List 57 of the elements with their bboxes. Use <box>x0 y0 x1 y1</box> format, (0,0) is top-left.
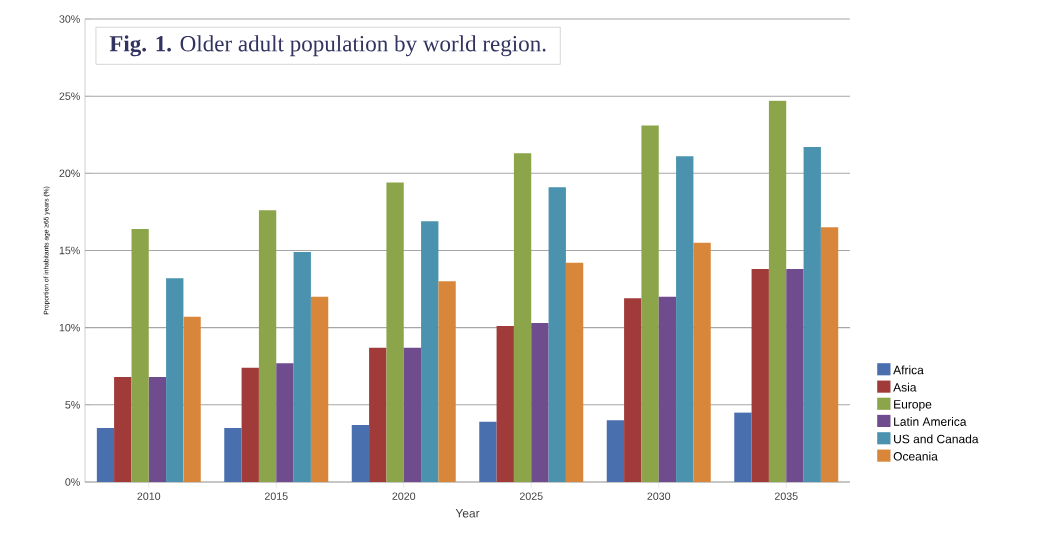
bar <box>166 278 184 482</box>
bar <box>513 153 532 482</box>
bar <box>820 227 839 482</box>
bar <box>241 367 259 482</box>
bar <box>386 182 404 482</box>
x-axis-title: Year <box>455 509 480 518</box>
bar <box>293 252 311 482</box>
y-tick-label: 20% <box>59 169 80 178</box>
bar <box>276 363 294 482</box>
bar <box>258 210 277 482</box>
bar <box>565 262 584 482</box>
bar <box>148 377 167 482</box>
bar <box>438 281 456 482</box>
legend-label: Asia <box>893 382 917 392</box>
legend-label: Latin America <box>894 417 967 426</box>
bar <box>369 347 387 482</box>
y-tick-label: 30% <box>59 15 80 23</box>
bar <box>693 242 711 482</box>
x-tick-label: 2010 <box>137 492 161 500</box>
bar <box>658 296 677 482</box>
bar <box>531 323 549 482</box>
text: Fig. 1. Older adult population by world region. <box>109 35 546 57</box>
x-tick-label: 2025 <box>519 492 543 500</box>
bar <box>403 347 422 482</box>
bar <box>606 420 625 482</box>
bar <box>548 187 566 482</box>
bar <box>641 125 659 482</box>
legend-label: Africa <box>893 365 924 375</box>
bar <box>803 147 821 482</box>
bar <box>96 427 115 482</box>
x-tick-label: 2015 <box>264 492 288 500</box>
bar <box>624 298 642 482</box>
legend-label: Europe <box>894 400 932 411</box>
y-tick-label: 0% <box>65 478 80 486</box>
bar <box>183 316 201 482</box>
bar <box>496 326 514 482</box>
x-tick-label: 2030 <box>647 492 671 500</box>
y-tick-label: 15% <box>59 246 80 255</box>
legend-label: Oceania <box>893 451 938 461</box>
bar <box>224 427 242 482</box>
bar <box>734 412 752 482</box>
bar <box>310 296 329 482</box>
bar <box>786 269 804 482</box>
x-tick-label: 2035 <box>774 492 798 500</box>
bar <box>114 377 132 482</box>
bar <box>768 100 787 482</box>
y-tick-label: 5% <box>65 401 80 409</box>
legend-label: US and Canada <box>894 434 979 444</box>
bar <box>421 221 439 482</box>
bar <box>751 269 769 482</box>
bar <box>479 421 497 482</box>
bar <box>131 228 149 482</box>
x-tick-label: 2020 <box>392 492 416 500</box>
bar <box>676 156 694 482</box>
bar <box>351 424 370 482</box>
y-tick-label: 10% <box>59 323 80 332</box>
y-tick-label: 25% <box>59 92 80 100</box>
